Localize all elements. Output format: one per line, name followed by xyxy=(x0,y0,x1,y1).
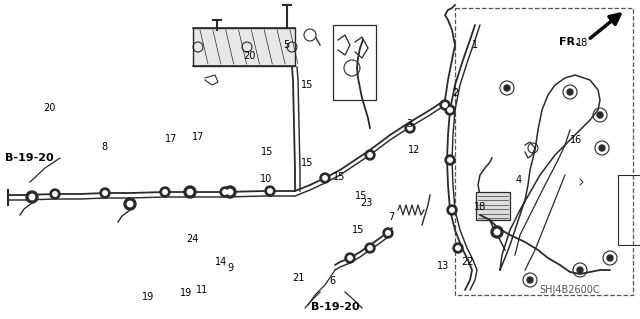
Circle shape xyxy=(345,253,355,263)
Text: B-19-20: B-19-20 xyxy=(5,153,54,163)
Circle shape xyxy=(268,189,272,193)
FancyBboxPatch shape xyxy=(476,192,510,220)
Text: 24: 24 xyxy=(186,234,198,244)
Circle shape xyxy=(29,194,35,200)
Text: 22: 22 xyxy=(461,256,474,267)
Circle shape xyxy=(445,105,455,115)
Text: 13: 13 xyxy=(437,261,450,271)
Circle shape xyxy=(607,255,613,261)
Text: 12: 12 xyxy=(408,145,420,155)
Text: 9: 9 xyxy=(227,263,234,273)
Circle shape xyxy=(368,153,372,157)
FancyBboxPatch shape xyxy=(193,28,295,66)
Circle shape xyxy=(386,231,390,235)
Circle shape xyxy=(220,187,230,197)
Text: 15: 15 xyxy=(352,225,365,235)
Circle shape xyxy=(491,226,503,238)
Circle shape xyxy=(599,145,605,151)
Text: 5: 5 xyxy=(283,40,289,50)
Circle shape xyxy=(365,243,375,253)
Text: 8: 8 xyxy=(101,142,108,152)
Circle shape xyxy=(450,208,454,212)
Circle shape xyxy=(447,205,457,215)
Text: 7: 7 xyxy=(388,212,395,222)
Circle shape xyxy=(448,108,452,112)
Text: 21: 21 xyxy=(292,272,305,283)
Circle shape xyxy=(100,188,110,198)
Circle shape xyxy=(50,189,60,199)
Circle shape xyxy=(223,190,227,194)
Text: 18: 18 xyxy=(474,202,486,212)
Circle shape xyxy=(184,186,196,198)
Circle shape xyxy=(597,112,603,118)
Text: 17: 17 xyxy=(164,134,177,144)
Circle shape xyxy=(567,89,573,95)
Circle shape xyxy=(26,191,38,203)
Circle shape xyxy=(323,176,327,180)
Text: 15: 15 xyxy=(355,191,368,201)
Circle shape xyxy=(320,173,330,183)
Circle shape xyxy=(368,246,372,250)
Circle shape xyxy=(160,187,170,197)
Circle shape xyxy=(383,228,393,238)
Text: 19: 19 xyxy=(179,288,192,299)
Circle shape xyxy=(365,150,375,160)
Circle shape xyxy=(408,126,412,130)
Circle shape xyxy=(188,189,193,195)
Circle shape xyxy=(103,191,108,195)
Text: 6: 6 xyxy=(330,276,336,286)
Text: SHJ4B2600C: SHJ4B2600C xyxy=(540,285,600,295)
Text: 23: 23 xyxy=(360,197,373,208)
Circle shape xyxy=(440,100,450,110)
Circle shape xyxy=(124,198,136,210)
Circle shape xyxy=(494,229,500,235)
Circle shape xyxy=(453,243,463,253)
Text: 19: 19 xyxy=(142,292,155,302)
Circle shape xyxy=(527,277,533,283)
Text: B-19-20: B-19-20 xyxy=(310,302,359,312)
Circle shape xyxy=(163,190,167,194)
Text: FR.: FR. xyxy=(559,37,580,47)
Text: 14: 14 xyxy=(214,256,227,267)
Text: 15: 15 xyxy=(301,158,314,168)
Text: 20: 20 xyxy=(44,103,56,114)
Circle shape xyxy=(405,123,415,133)
Circle shape xyxy=(448,158,452,162)
Circle shape xyxy=(265,186,275,196)
Text: 17: 17 xyxy=(192,132,205,142)
Text: 15: 15 xyxy=(261,147,274,158)
Text: 16: 16 xyxy=(570,135,582,145)
Text: 1: 1 xyxy=(472,40,478,50)
Text: 15: 15 xyxy=(333,172,346,182)
Text: 11: 11 xyxy=(195,285,208,295)
Circle shape xyxy=(456,246,460,250)
Text: 15: 15 xyxy=(301,79,314,90)
Text: 3: 3 xyxy=(406,119,413,130)
Circle shape xyxy=(504,85,510,91)
Circle shape xyxy=(224,186,236,198)
Circle shape xyxy=(348,256,352,260)
Text: 20: 20 xyxy=(243,51,256,61)
Circle shape xyxy=(577,267,583,273)
Circle shape xyxy=(443,103,447,107)
Text: 18: 18 xyxy=(576,38,589,48)
Text: 4: 4 xyxy=(515,175,522,185)
Text: 10: 10 xyxy=(259,174,272,184)
Circle shape xyxy=(445,155,455,165)
Circle shape xyxy=(52,192,57,196)
Circle shape xyxy=(127,201,132,207)
Circle shape xyxy=(227,189,233,195)
Text: 2: 2 xyxy=(452,87,459,98)
